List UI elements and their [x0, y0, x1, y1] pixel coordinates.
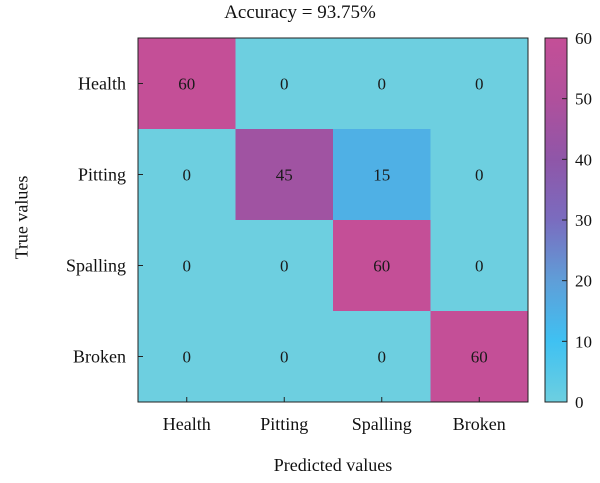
cell-value-label: 0: [475, 75, 484, 94]
colorbar-tick-label: 0: [575, 393, 584, 412]
colorbar-tick-label: 10: [575, 332, 592, 351]
heatmap-cell: [430, 311, 528, 402]
chart-title: Accuracy = 93.75%: [224, 2, 376, 23]
colorbar-tick-label: 60: [575, 29, 592, 48]
heatmap-cell: [333, 129, 431, 220]
heatmap-cell: [138, 220, 236, 311]
y-tick-label: Health: [78, 74, 126, 94]
plot-frame: [137, 37, 529, 403]
heatmap-cell: [333, 311, 431, 402]
colorbar-tick-label: 20: [575, 272, 592, 291]
cell-value-label: 0: [280, 257, 289, 276]
cell-value-label: 0: [280, 348, 289, 367]
colorbar-tick-label: 50: [575, 90, 592, 109]
heatmap-cell: [333, 38, 431, 129]
heatmap-cell: [138, 311, 236, 402]
cell-value-label: 60: [178, 75, 195, 94]
heatmap-cell: [333, 220, 431, 311]
cell-value-label: 0: [378, 348, 387, 367]
heatmap-cell: [235, 311, 333, 402]
cell-value-label: 0: [183, 166, 192, 185]
heatmap-cell: [235, 129, 333, 220]
x-tick-label: Health: [163, 414, 211, 434]
x-tick-label: Spalling: [352, 414, 412, 434]
cell-value-label: 0: [475, 257, 484, 276]
cell-value-label: 0: [475, 166, 484, 185]
x-tick-label: Pitting: [260, 414, 308, 434]
y-tick-label: Pitting: [78, 165, 126, 185]
x-tick-label: Broken: [453, 414, 506, 434]
heatmap-cell: [430, 129, 528, 220]
cell-value-label: 60: [373, 257, 390, 276]
cell-value-label: 45: [276, 166, 293, 185]
colorbar-tick-label: 30: [575, 211, 592, 230]
heatmap-cell: [138, 129, 236, 220]
heatmap-cell: [235, 38, 333, 129]
x-axis-label: Predicted values: [273, 455, 393, 475]
y-tick-label: Spalling: [66, 256, 126, 276]
colorbar-tick-label: 40: [575, 150, 592, 169]
cell-value-label: 60: [471, 348, 488, 367]
heatmap-cell: [430, 38, 528, 129]
cell-value-label: 0: [183, 257, 192, 276]
heatmap-cell: [430, 220, 528, 311]
y-tick-label: Broken: [73, 347, 126, 367]
cell-value-label: 0: [378, 75, 387, 94]
cell-value-label: 0: [280, 75, 289, 94]
heatmap-cell: [235, 220, 333, 311]
cell-value-label: 0: [183, 348, 192, 367]
cell-value-label: 15: [373, 166, 390, 185]
heatmap-cell: [138, 38, 236, 129]
